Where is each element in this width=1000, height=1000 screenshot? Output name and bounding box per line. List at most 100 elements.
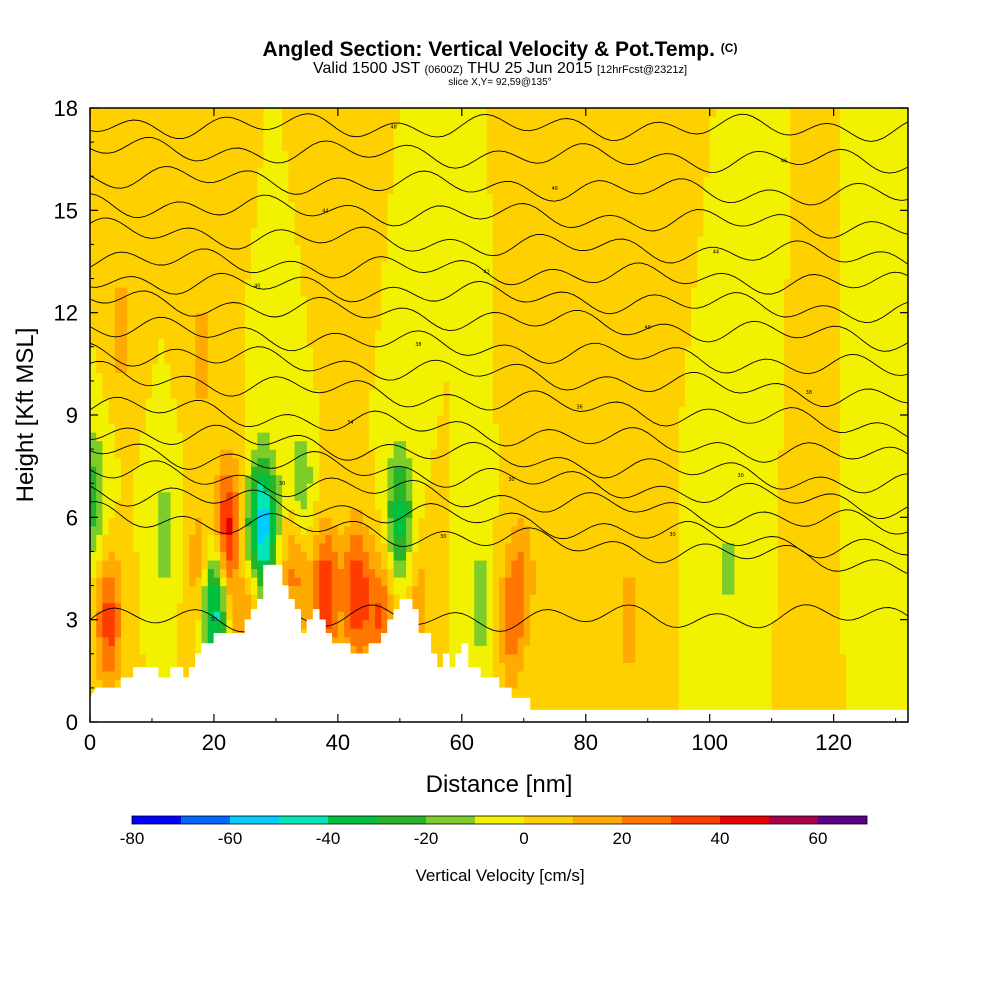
velocity-cell: [387, 457, 413, 467]
colorbar-swatch: [671, 816, 720, 824]
isentrope-line: [90, 193, 908, 239]
velocity-cell: [846, 679, 908, 689]
velocity-cell: [90, 568, 97, 578]
isentrope-line: [90, 248, 908, 295]
velocity-cell: [90, 474, 97, 484]
velocity-cell: [201, 611, 209, 621]
velocity-cell: [492, 687, 680, 698]
velocity-cell: [393, 568, 407, 578]
velocity-cell: [790, 133, 841, 143]
velocity-cell: [226, 542, 234, 553]
velocity-cell: [784, 372, 841, 382]
velocity-cell: [232, 568, 240, 578]
velocity-cell: [499, 585, 506, 595]
velocity-cell: [790, 210, 841, 220]
velocity-cell: [622, 585, 636, 595]
velocity-cell: [182, 542, 190, 553]
velocity-cell: [306, 483, 320, 493]
velocity-cell: [313, 355, 376, 365]
isentrope-label: 30: [669, 532, 675, 538]
velocity-cell: [790, 108, 841, 118]
velocity-cell: [238, 568, 246, 578]
velocity-cell: [244, 346, 314, 356]
velocity-cell: [486, 568, 494, 578]
velocity-cell: [350, 559, 364, 570]
velocity-cell: [381, 312, 494, 322]
velocity-cell: [839, 150, 908, 160]
velocity-cell: [139, 457, 184, 467]
velocity-cell: [368, 406, 444, 416]
velocity-cell: [449, 611, 475, 621]
velocity-cell: [492, 679, 506, 689]
velocity-cell: [313, 594, 320, 604]
velocity-cell: [319, 619, 333, 629]
velocity-cell: [412, 602, 426, 612]
velocity-cell: [207, 363, 246, 373]
velocity-cell: [492, 287, 692, 297]
velocity-cell: [213, 534, 221, 544]
velocity-cell: [492, 244, 698, 254]
velocity-cell: [108, 397, 147, 408]
velocity-cell: [139, 559, 159, 570]
velocity-cell: [777, 517, 841, 527]
velocity-cell: [492, 525, 512, 535]
velocity-cell: [375, 449, 395, 459]
velocity-cell: [499, 645, 506, 655]
velocity-cell: [517, 670, 680, 680]
velocity-cell: [393, 474, 407, 484]
velocity-cell: [362, 619, 376, 629]
velocity-cell: [839, 594, 908, 604]
velocity-cell: [839, 568, 908, 578]
velocity-cell: [306, 449, 320, 459]
velocity-cell: [139, 551, 159, 561]
velocity-cell: [232, 508, 240, 518]
velocity-cell: [90, 432, 97, 442]
velocity-cell: [220, 628, 227, 638]
velocity-cell: [114, 551, 141, 561]
velocity-cell: [207, 389, 246, 399]
velocity-cell: [691, 304, 785, 314]
velocity-cell: [678, 415, 785, 425]
velocity-cell: [102, 534, 134, 544]
velocity-cell: [313, 500, 376, 510]
velocity-cell: [257, 551, 271, 561]
velocity-cell: [158, 542, 172, 553]
velocity-cell: [170, 559, 184, 570]
velocity-cell: [182, 491, 215, 501]
velocity-cell: [635, 585, 680, 595]
velocity-cell: [393, 491, 407, 501]
velocity-cell: [238, 534, 246, 544]
velocity-cell: [684, 363, 785, 373]
velocity-cell: [170, 542, 184, 553]
velocity-cell: [393, 542, 407, 553]
velocity-cell: [189, 577, 196, 587]
velocity-cell: [257, 201, 296, 211]
velocity-cell: [145, 670, 178, 680]
velocity-cell: [319, 525, 339, 535]
velocity-cell: [263, 108, 283, 118]
velocity-cell: [244, 474, 252, 484]
velocity-cell: [499, 508, 680, 518]
velocity-cell: [622, 594, 636, 604]
velocity-cell: [96, 662, 103, 672]
velocity-cell: [96, 628, 103, 638]
velocity-cell: [182, 568, 190, 578]
velocity-cell: [406, 551, 413, 561]
velocity-cell: [90, 116, 265, 126]
velocity-cell: [182, 457, 221, 467]
velocity-cell: [784, 423, 841, 433]
velocity-cell: [492, 380, 686, 391]
velocity-cell: [238, 500, 246, 510]
velocity-cell: [96, 517, 103, 527]
velocity-cell: [127, 304, 246, 314]
velocity-cell: [90, 210, 258, 220]
colorbar-swatch: [377, 816, 426, 824]
velocity-cell: [839, 108, 908, 118]
velocity-cell: [244, 525, 252, 535]
velocity-cell: [331, 542, 351, 553]
colorbar-swatch: [230, 816, 279, 824]
velocity-cell: [505, 559, 512, 570]
velocity-cell: [90, 653, 97, 663]
velocity-cell: [90, 440, 103, 450]
velocity-cell: [306, 338, 376, 348]
